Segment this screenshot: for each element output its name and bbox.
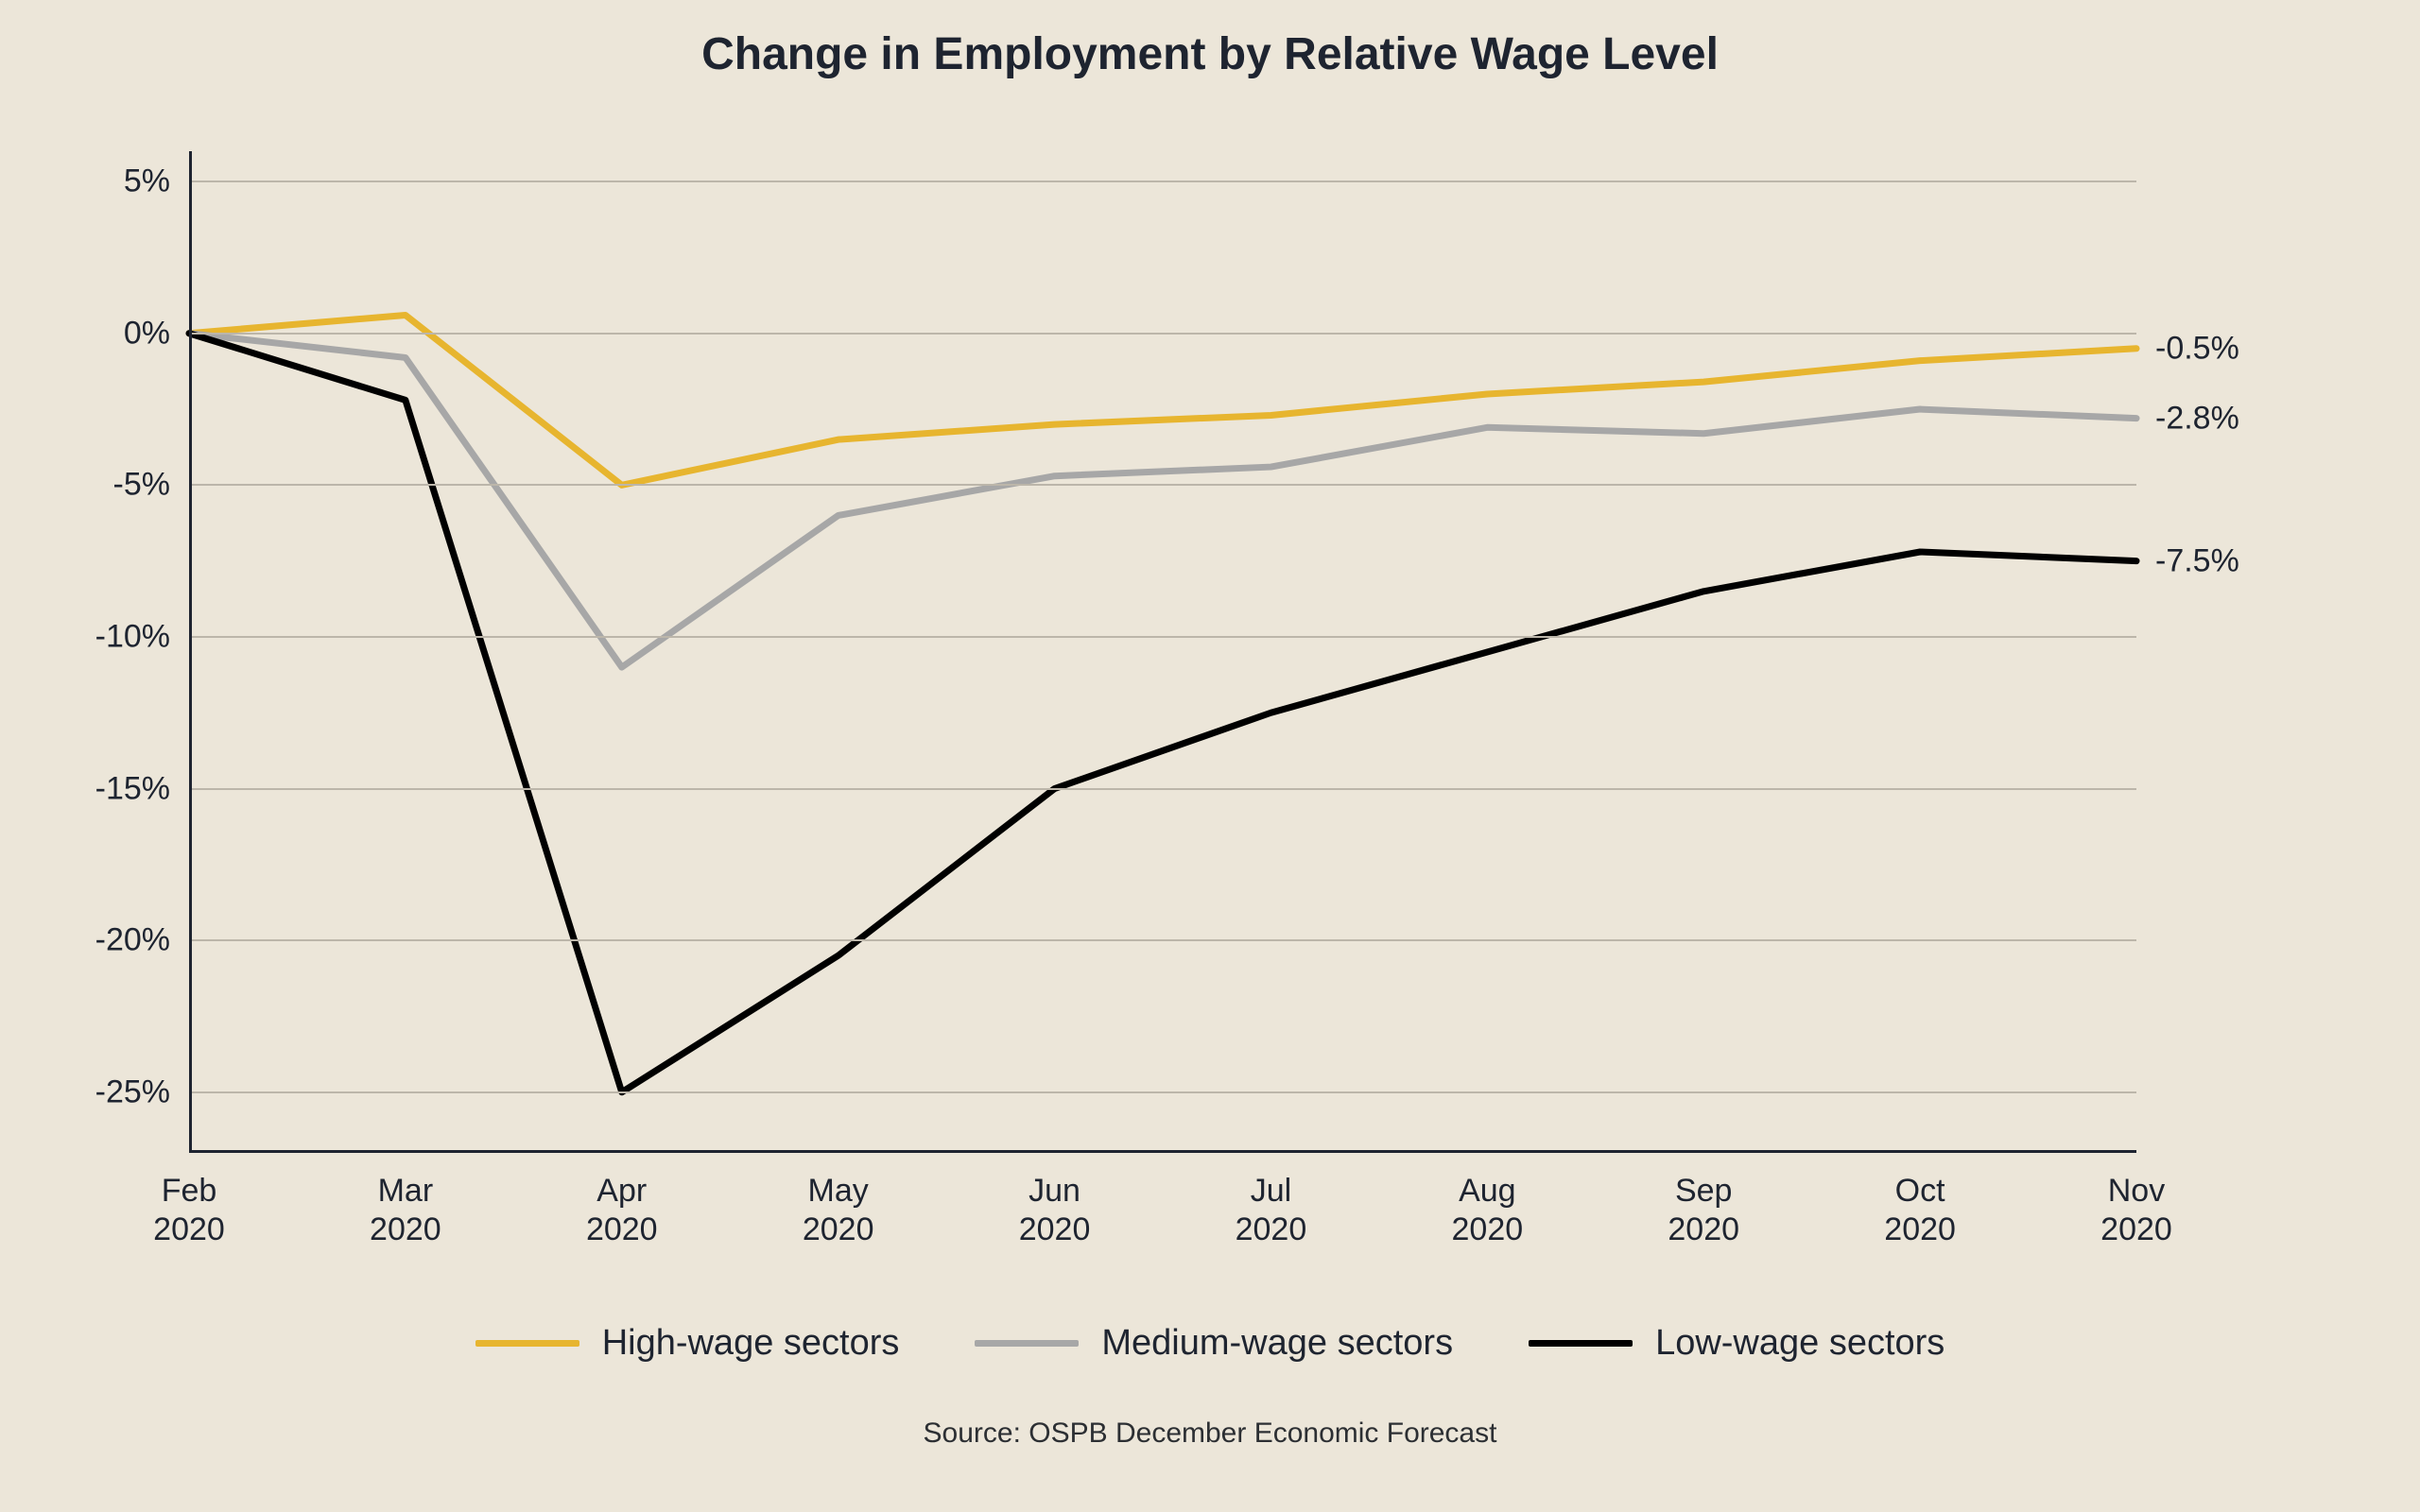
- series-end-label: -0.5%: [2155, 330, 2239, 367]
- y-tick-label: 0%: [124, 315, 170, 352]
- chart-title: Change in Employment by Relative Wage Le…: [0, 28, 2420, 80]
- chart-source: Source: OSPB December Economic Forecast: [0, 1418, 2420, 1450]
- x-tick-label: May2020: [803, 1172, 874, 1249]
- x-axis: [189, 1150, 2136, 1153]
- x-tick-label: Feb2020: [153, 1172, 225, 1249]
- x-tick-label: Apr2020: [586, 1172, 658, 1249]
- x-tick-label: Jul2020: [1236, 1172, 1307, 1249]
- series-line: [189, 334, 2136, 667]
- series-line: [189, 334, 2136, 1092]
- gridline: [189, 1091, 2136, 1093]
- y-tick-label: -20%: [95, 922, 170, 959]
- x-tick-label: Sep2020: [1668, 1172, 1739, 1249]
- legend: High-wage sectors Medium-wage sectors Low-…: [0, 1323, 2420, 1364]
- plot-area: 5%0%-5%-10%-15%-20%-25%Feb2020Mar2020Apr…: [189, 151, 2136, 1153]
- legend-swatch: [1529, 1340, 1633, 1347]
- x-tick-label: Jun2020: [1019, 1172, 1091, 1249]
- legend-item: High-wage sectors: [475, 1323, 900, 1364]
- series-end-label: -2.8%: [2155, 400, 2239, 437]
- x-tick-label: Mar2020: [370, 1172, 441, 1249]
- x-tick-label: Aug2020: [1452, 1172, 1524, 1249]
- y-tick-label: -25%: [95, 1074, 170, 1110]
- x-tick-label: Oct2020: [1884, 1172, 1956, 1249]
- legend-label: Medium-wage sectors: [1101, 1323, 1453, 1364]
- gridline: [189, 484, 2136, 486]
- y-tick-label: -10%: [95, 618, 170, 655]
- employment-chart: Change in Employment by Relative Wage Le…: [0, 0, 2420, 1512]
- gridline: [189, 636, 2136, 638]
- y-tick-label: -5%: [113, 467, 170, 504]
- gridline: [189, 788, 2136, 790]
- legend-label: Low-wage sectors: [1655, 1323, 1945, 1364]
- legend-item: Medium-wage sectors: [975, 1323, 1453, 1364]
- legend-swatch: [975, 1340, 1079, 1347]
- legend-label: High-wage sectors: [602, 1323, 900, 1364]
- legend-swatch: [475, 1340, 579, 1347]
- series-end-label: -7.5%: [2155, 542, 2239, 579]
- chart-lines: [189, 151, 2136, 1153]
- legend-item: Low-wage sectors: [1529, 1323, 1945, 1364]
- y-tick-label: -15%: [95, 770, 170, 807]
- series-line: [189, 315, 2136, 485]
- x-tick-label: Nov2020: [2100, 1172, 2172, 1249]
- gridline: [189, 939, 2136, 941]
- y-axis: [189, 151, 192, 1153]
- gridline: [189, 333, 2136, 335]
- gridline: [189, 180, 2136, 182]
- y-tick-label: 5%: [124, 163, 170, 200]
